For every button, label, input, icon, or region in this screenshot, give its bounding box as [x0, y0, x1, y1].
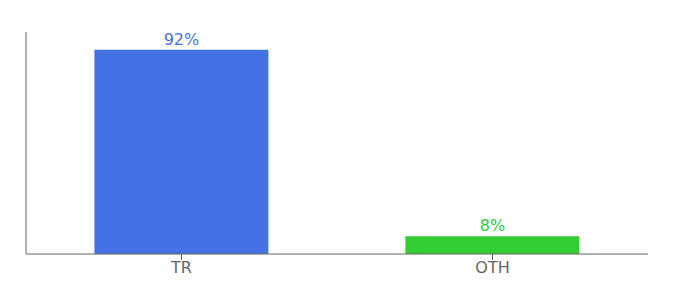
svg-text:92%: 92%	[164, 30, 200, 49]
svg-text:TR: TR	[170, 258, 192, 277]
svg-text:OTH: OTH	[475, 258, 509, 277]
svg-text:8%: 8%	[480, 216, 505, 235]
